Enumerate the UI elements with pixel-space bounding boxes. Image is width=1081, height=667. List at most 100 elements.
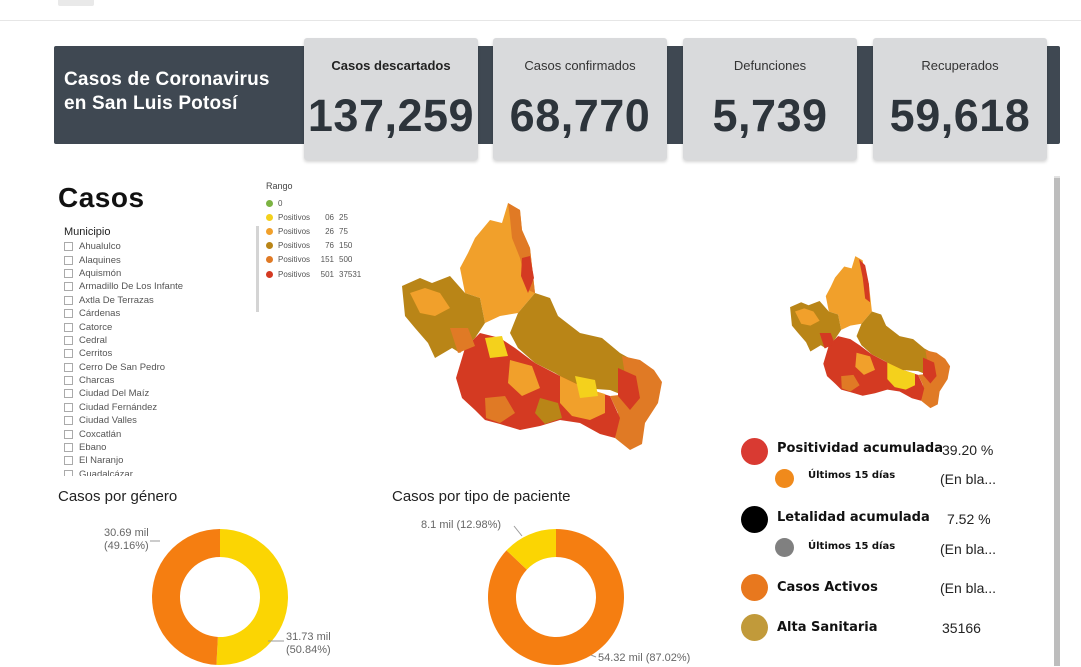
legend-label: 0: [278, 198, 283, 208]
genero-slice-2[interactable]: [151, 529, 220, 665]
legend-swatch-icon: [266, 213, 273, 221]
checkbox[interactable]: [64, 362, 73, 372]
municipio-item[interactable]: Axtla De Terrazas: [64, 294, 254, 307]
paciente-chart-title: Casos por tipo de paciente: [392, 488, 571, 505]
checkbox[interactable]: [64, 255, 73, 265]
genero-label-value: 30.69 mil: [104, 527, 149, 539]
municipio-filter-list[interactable]: Ahualulco Alaquines Aquismón Armadillo De L…: [64, 240, 254, 476]
top-tab-stub[interactable]: [58, 0, 94, 6]
checkbox[interactable]: [64, 295, 73, 305]
municipio-item[interactable]: Alaquines: [64, 253, 254, 266]
kpi-recuperados: Recuperados 59,618: [873, 38, 1047, 160]
municipio-item[interactable]: Catorce: [64, 320, 254, 333]
municipio-item[interactable]: Ciudad Fernández: [64, 401, 254, 414]
ultimos-dias-dot: [775, 538, 794, 557]
genero-slice-1[interactable]: [216, 529, 288, 665]
paciente-slice-1[interactable]: [488, 529, 624, 665]
checkbox[interactable]: [64, 349, 73, 359]
municipio-label: Cerritos: [79, 348, 113, 360]
map-regions[interactable]: [790, 256, 951, 409]
stat-value-letalidad: 7.52 %: [947, 511, 991, 527]
genero-chart-title: Casos por género: [58, 488, 178, 505]
municipio-item[interactable]: Armadillo De Los Infante: [64, 280, 254, 293]
municipio-item[interactable]: Aquismón: [64, 267, 254, 280]
municipio-item[interactable]: El Naranjo: [64, 454, 254, 467]
stat-label-positividad: Positividad acumulada: [777, 441, 944, 456]
municipio-label: Ahualulco: [79, 241, 121, 253]
checkbox[interactable]: [64, 242, 73, 252]
stat-label-ultimos-15-dias: Últimos 15 días: [808, 470, 896, 481]
municipio-label: Charcas: [79, 375, 115, 387]
checkbox[interactable]: [64, 456, 73, 466]
municipio-item[interactable]: Cerritos: [64, 347, 254, 360]
legend-swatch-icon: [266, 242, 273, 250]
legend-label: Positivos: [278, 255, 311, 265]
municipio-label: Ciudad Valles: [79, 415, 137, 427]
dashboard-title: Casos de Coronavirus en San Luis Potosí: [64, 68, 300, 116]
municipio-label: Catorce: [79, 321, 113, 333]
checkbox[interactable]: [64, 429, 73, 439]
municipio-item[interactable]: Cerro De San Pedro: [64, 361, 254, 374]
genero-label-segment-2: 30.69 mil (49.16%): [104, 527, 149, 553]
legend-range-min: 501: [320, 269, 334, 279]
legend-range-max: 25: [339, 212, 348, 222]
municipio-item[interactable]: Cedral: [64, 334, 254, 347]
checkbox[interactable]: [64, 443, 73, 453]
title-line-1: Casos de Coronavirus: [64, 69, 270, 90]
stat-label-ultimos-15-dias: Últimos 15 días: [808, 541, 896, 552]
kpi-label: Casos descartados: [331, 58, 451, 73]
checkbox[interactable]: [64, 282, 73, 292]
genero-label-segment-1: 31.73 mil (50.84%): [286, 631, 331, 657]
checkbox[interactable]: [64, 322, 73, 332]
municipio-item[interactable]: Ahualulco: [64, 240, 254, 253]
paciente-slice-2[interactable]: [506, 529, 556, 570]
checkbox[interactable]: [64, 469, 73, 476]
municipio-item[interactable]: Charcas: [64, 374, 254, 387]
paciente-label-segment-2: 8.1 mil (12.98%): [421, 519, 502, 531]
kpi-casos-descartados: Casos descartados 137,259: [304, 38, 478, 160]
genero-label-value: 31.73 mil: [286, 631, 331, 643]
municipio-label: El Naranjo: [79, 455, 124, 467]
casos-title: Casos: [58, 182, 145, 213]
legend-range-max: 75: [339, 226, 348, 236]
municipio-item[interactable]: Coxcatlán: [64, 427, 254, 440]
stat-value-alta-sanitaria: 35166: [942, 620, 981, 636]
municipio-label: Coxcatlán: [79, 428, 122, 440]
municipio-item[interactable]: Guadalcázar: [64, 468, 254, 476]
paciente-label-segment-1: 54.32 mil (87.02%): [598, 652, 691, 664]
municipio-item[interactable]: Ciudad Valles: [64, 414, 254, 427]
checkbox[interactable]: [64, 376, 73, 386]
legend-swatch-icon: [266, 270, 273, 278]
municipio-label: Ciudad Fernández: [79, 401, 158, 413]
page-scrollbar-thumb[interactable]: [1054, 178, 1060, 666]
municipio-item[interactable]: Ebano: [64, 441, 254, 454]
checkbox[interactable]: [64, 416, 73, 426]
legend-item: Positivos 76 150: [266, 239, 361, 253]
letalidad-dot: [741, 506, 768, 533]
stat-value-positividad: 39.20 %: [942, 442, 994, 458]
checkbox[interactable]: [64, 309, 73, 319]
kpi-label: Recuperados: [921, 58, 999, 73]
genero-donut-chart[interactable]: [150, 527, 290, 667]
municipio-label: Ebano: [79, 442, 107, 454]
list-scrollbar[interactable]: [256, 226, 259, 312]
stat-label-alta-sanitaria: Alta Sanitaria: [777, 620, 878, 635]
municipio-label: Aquismón: [79, 267, 122, 279]
kpi-label: Defunciones: [733, 58, 807, 73]
legend-label: Positivos: [278, 241, 311, 251]
map-regions[interactable]: [402, 203, 662, 450]
kpi-casos-confirmados: Casos confirmados 68,770: [493, 38, 667, 160]
municipio-item[interactable]: Ciudad Del Maíz: [64, 387, 254, 400]
municipality-map[interactable]: [390, 198, 690, 458]
kpi-value: 68,770: [509, 90, 651, 141]
municipio-filter-header: Municipio: [64, 226, 111, 238]
paciente-donut-chart[interactable]: [486, 527, 626, 667]
positivity-map[interactable]: [782, 253, 968, 413]
checkbox[interactable]: [64, 402, 73, 412]
legend-label: Positivos: [278, 212, 311, 222]
checkbox[interactable]: [64, 335, 73, 345]
legend-swatch-icon: [266, 227, 273, 235]
checkbox[interactable]: [64, 268, 73, 278]
municipio-item[interactable]: Cárdenas: [64, 307, 254, 320]
checkbox[interactable]: [64, 389, 73, 399]
